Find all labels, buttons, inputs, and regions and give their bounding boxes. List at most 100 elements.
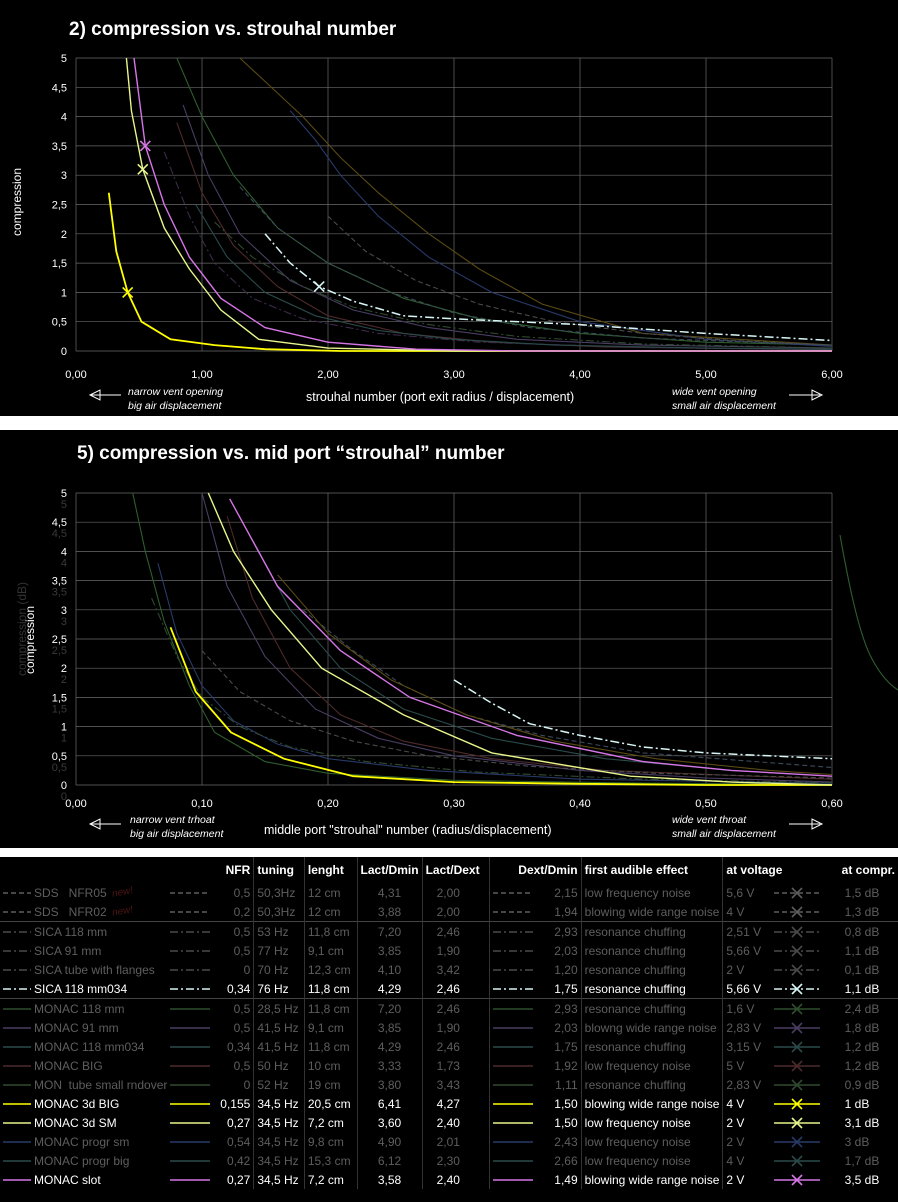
legend-marker bbox=[773, 1136, 820, 1148]
faint-series-line bbox=[182, 104, 833, 349]
tuning-cell: 70 Hz bbox=[253, 960, 305, 979]
marker-cell bbox=[769, 902, 839, 922]
legend-line-mid bbox=[492, 1026, 533, 1029]
faint-series-line bbox=[327, 215, 833, 346]
compr-cell: 1,2 dB bbox=[844, 1058, 880, 1073]
legend-marker bbox=[773, 1060, 820, 1072]
lact-dext-cell: 4,27 bbox=[421, 1094, 490, 1113]
legend-marker bbox=[773, 1022, 820, 1034]
marker-cross bbox=[791, 945, 803, 957]
left-note-line2: big air displacement bbox=[130, 828, 224, 840]
legend-row: MONAC 3d SM 0,27 34,5 Hz 7,2 cm 3,60 2,40 1,50… bbox=[0, 1113, 898, 1132]
series-marker bbox=[313, 280, 325, 293]
legend-name-cell: SICA tube with flanges bbox=[0, 960, 213, 979]
chart-plot: 0,00 1,00 2,00 3,00 4,00 5,00 6,00 0 0,5 1 1,5 2 2,5… bbox=[52, 53, 843, 401]
legend-row: SDS NFR05 new! 0,5 50,3Hz 12 cm 4,31 2,00 2,15 l… bbox=[0, 883, 898, 902]
voltage-cell: 4 V bbox=[722, 1151, 769, 1170]
compr-cell: 1,5 dB bbox=[844, 885, 880, 900]
legend-line-mid bbox=[492, 891, 533, 894]
y-tick-label-ghost: 0,5 bbox=[52, 762, 67, 774]
lenght-cell: 7,2 cm bbox=[303, 1113, 358, 1132]
right-note-line1: wide vent opening bbox=[672, 386, 757, 398]
legend-name-cell: MONAC progr sm bbox=[0, 1132, 213, 1151]
lact-dext-cell: 3,43 bbox=[421, 1075, 490, 1094]
compr-cell: 3 dB bbox=[844, 1134, 870, 1149]
right-arrow-head bbox=[811, 818, 824, 830]
chart-xlabel: middle port "strouhal" number (radius/di… bbox=[264, 823, 552, 837]
marker-cross bbox=[791, 1136, 803, 1148]
legend-series-name: MONAC 118 mm034 bbox=[34, 1039, 145, 1054]
tuning-cell: 34,5 Hz bbox=[253, 1113, 305, 1132]
effect-cell: blowing wide range noise bbox=[580, 1094, 723, 1113]
marker-cell bbox=[768, 998, 839, 1018]
x-tick-label: 0,00 bbox=[65, 798, 86, 810]
dext-dmin-value: 2,03 bbox=[554, 1020, 578, 1035]
legend-line-mid bbox=[492, 930, 533, 933]
lact-dext-cell: 2,46 bbox=[421, 998, 490, 1018]
effect-cell: blowing wide range noise bbox=[580, 902, 723, 922]
legend-name-cell: SICA 118 mm034 bbox=[0, 979, 213, 999]
dext-dmin-value: 2,93 bbox=[554, 924, 578, 939]
x-tick-label: 3,00 bbox=[443, 369, 464, 381]
legend-name-cell: MONAC 3d BIG bbox=[0, 1094, 213, 1113]
faint-series-line bbox=[214, 221, 833, 349]
lact-dmin-cell: 7,20 bbox=[356, 921, 423, 941]
legend-marker bbox=[773, 887, 820, 899]
right-note-line2: small air displacement bbox=[672, 828, 776, 840]
effect-cell: low frequency noise bbox=[580, 883, 723, 902]
voltage-cell: 4 V bbox=[722, 902, 769, 922]
effect-cell: low frequency noise bbox=[580, 1056, 723, 1075]
effect-cell: low frequency noise bbox=[580, 1151, 723, 1170]
y-tick-label-ghost: 2,5 bbox=[52, 645, 67, 657]
chart-xlabel: strouhal number (port exit radius / disp… bbox=[306, 390, 575, 404]
nfr-cell: 0,5 bbox=[233, 943, 251, 958]
legend-marker bbox=[773, 1041, 820, 1053]
legend-line-left bbox=[3, 968, 31, 971]
dext-dmin-value: 2,03 bbox=[554, 943, 578, 958]
tuning-cell: 41,5 Hz bbox=[253, 1037, 305, 1056]
faint-series-line bbox=[176, 122, 833, 351]
y-tick-label: 2,5 bbox=[52, 200, 67, 212]
dext-dmin-cell: 1,75 bbox=[488, 979, 582, 999]
separator bbox=[0, 416, 898, 430]
nfr-cell: 0,5 bbox=[213, 998, 254, 1018]
y-tick-label: 4 bbox=[61, 112, 67, 124]
marker-cell bbox=[769, 1037, 839, 1056]
effect-cell: blowing wide range noise bbox=[580, 1170, 723, 1189]
legend-row: MONAC 118 mm034 0,34 41,5 Hz 11,8 cm 4,29 2,4… bbox=[0, 1037, 898, 1056]
series-marker bbox=[137, 163, 149, 175]
tuning-cell: 77 Hz bbox=[253, 941, 305, 960]
legend-line-left bbox=[3, 1083, 31, 1086]
legend-row: MONAC 3d BIG 0,155 34,5 Hz 20,5 cm 6,41 4,27 1… bbox=[0, 1094, 898, 1113]
nfr-cell: 0,5 bbox=[233, 1020, 251, 1035]
header-dext-dmin: Dext/Dmin bbox=[488, 857, 582, 883]
compr-cell: 1,1 dB bbox=[844, 981, 880, 996]
tuning-cell: 41,5 Hz bbox=[253, 1018, 305, 1037]
legend-name-cell: MON tube small rndover bbox=[0, 1075, 213, 1094]
lact-dmin-cell: 4,29 bbox=[356, 979, 423, 999]
legend-series-name: SICA 91 mm bbox=[34, 943, 102, 958]
x-tick-label: 2,00 bbox=[317, 369, 338, 381]
nfr-cell: 0,34 bbox=[226, 981, 251, 996]
voltage-cell: 2,83 V bbox=[722, 1018, 769, 1037]
legend-line-right bbox=[170, 930, 211, 933]
dext-dmin-value: 1,50 bbox=[554, 1096, 578, 1111]
legend-line-left bbox=[3, 1102, 31, 1105]
lact-dmin-cell: 3,60 bbox=[356, 1113, 423, 1132]
effect-cell: low frequency noise bbox=[580, 1132, 723, 1151]
series-marker bbox=[122, 286, 134, 298]
voltage-cell: 4 V bbox=[722, 1094, 769, 1113]
lact-dmin-cell: 4,10 bbox=[356, 960, 423, 979]
separator bbox=[0, 848, 898, 857]
tuning-cell: 34,5 Hz bbox=[253, 1132, 305, 1151]
legend-series-name: MONAC 118 mm bbox=[34, 1001, 125, 1016]
legend-line-mid bbox=[492, 968, 533, 971]
lact-dmin-cell: 3,85 bbox=[356, 941, 423, 960]
legend-name-cell: MONAC 3d SM bbox=[0, 1113, 213, 1132]
legend-name-cell: SICA 118 mm bbox=[0, 921, 214, 941]
series-line bbox=[169, 626, 832, 786]
faint-series-line bbox=[201, 650, 833, 779]
legend-line-mid bbox=[492, 1178, 533, 1181]
compr-cell: 1,2 dB bbox=[844, 1039, 880, 1054]
legend-series-name: SDS NFR05 bbox=[34, 885, 107, 900]
